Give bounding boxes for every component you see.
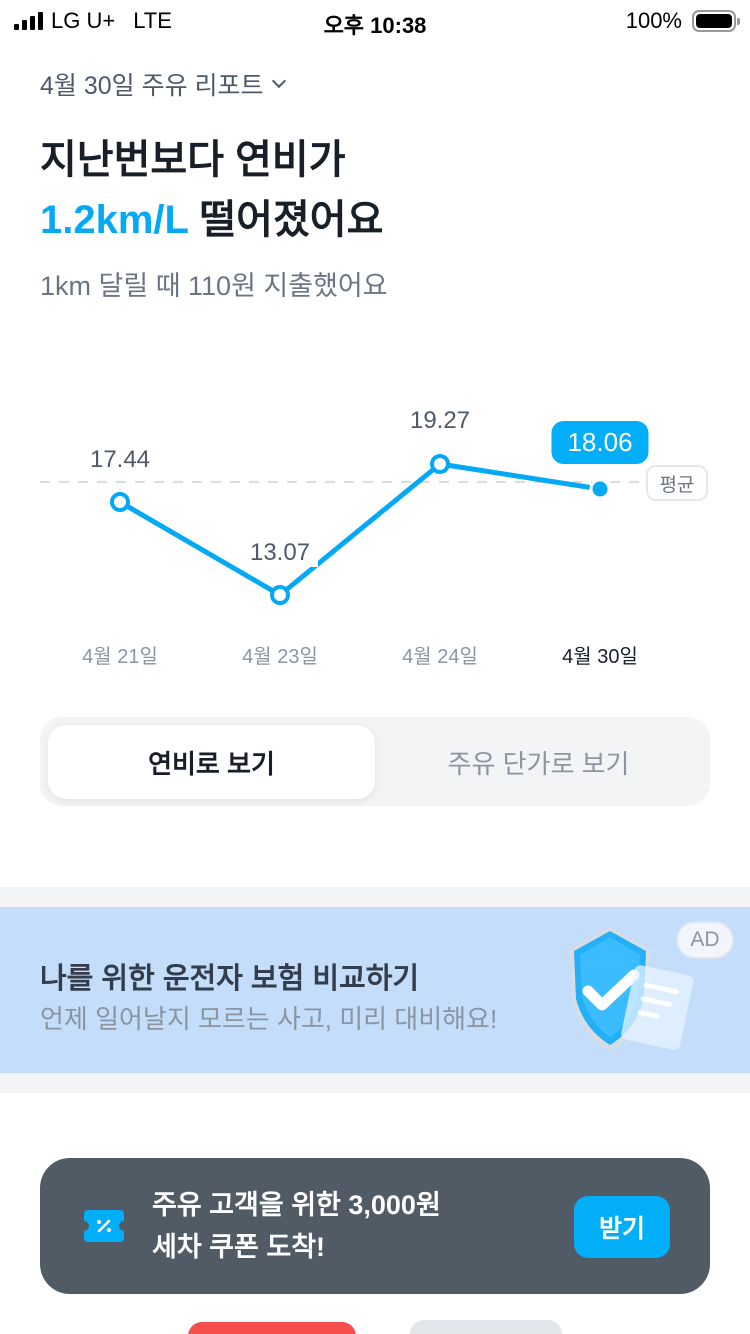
status-right: 100% xyxy=(625,8,740,34)
bottom-action-button-secondary[interactable] xyxy=(410,1320,562,1334)
insurance-ad-banner[interactable]: 나를 위한 운전자 보험 비교하기 언제 일어날지 모르는 사고, 미리 대비해… xyxy=(0,907,750,1073)
receive-coupon-button[interactable]: 받기 xyxy=(574,1196,670,1258)
data-point-selected[interactable] xyxy=(589,478,611,500)
chevron-down-icon xyxy=(271,73,286,89)
ad-subtitle: 언제 일어날지 모르는 사고, 미리 대비해요! xyxy=(40,1004,498,1034)
section-divider xyxy=(0,1073,750,1093)
x-axis-label[interactable]: 4월 21일 xyxy=(82,646,158,668)
shield-check-document-icon xyxy=(570,927,694,1051)
headline-line-1: 지난번보다 연비가 xyxy=(40,138,346,182)
value-label: 13.07 xyxy=(241,539,319,567)
coupon-line-2: 세차 쿠폰 도착! xyxy=(152,1232,326,1262)
report-selector-label: 4월 30일 주유 리포트 xyxy=(40,72,264,100)
data-point[interactable] xyxy=(430,454,450,474)
signal-icon xyxy=(14,12,43,30)
headline-line-2-rest: 떨어졌어요 xyxy=(188,198,384,242)
ad-title: 나를 위한 운전자 보험 비교하기 xyxy=(40,963,420,995)
average-tag: 평균 xyxy=(646,465,708,501)
page-headline: 지난번보다 연비가 1.2km/L 떨어졌어요 xyxy=(40,130,383,250)
battery-icon xyxy=(692,10,740,32)
data-line xyxy=(117,461,603,598)
ad-badge: AD xyxy=(676,921,734,959)
fuel-efficiency-chart: 17.44 13.07 19.27 18.06 평균 4월 21일 4월 23일… xyxy=(0,380,750,680)
tab-efficiency-view[interactable]: 연비로 보기 xyxy=(48,725,375,799)
bottom-action-button-primary[interactable] xyxy=(188,1322,356,1334)
battery-percent: 100% xyxy=(625,8,682,33)
car-wash-coupon-card[interactable]: 주유 고객을 위한 3,000원 세차 쿠폰 도착! 받기 xyxy=(40,1158,710,1294)
status-time: 오후 10:38 xyxy=(323,13,427,38)
value-label: 17.44 xyxy=(81,446,159,474)
efficiency-change-value: 1.2km/L xyxy=(40,198,189,242)
coupon-message: 주유 고객을 위한 3,000원 세차 쿠폰 도착! xyxy=(152,1184,441,1268)
x-axis-label[interactable]: 4월 24일 xyxy=(402,646,478,668)
network-label: LTE xyxy=(133,8,172,33)
x-axis-label-selected[interactable]: 4월 30일 xyxy=(562,646,638,668)
selected-value-tooltip: 18.06 xyxy=(551,421,649,464)
headline-line-2: 1.2km/L 떨어졌어요 xyxy=(40,190,383,250)
data-point[interactable] xyxy=(270,585,290,605)
chart-svg xyxy=(40,454,640,605)
coupon-percent-icon xyxy=(84,1210,124,1242)
x-axis-label[interactable]: 4월 23일 xyxy=(242,646,318,668)
view-toggle: 연비로 보기 주유 단가로 보기 xyxy=(40,717,710,806)
data-point[interactable] xyxy=(110,492,130,512)
status-bar: LG U+ LTE 오후 10:38 100% xyxy=(0,0,750,42)
status-left: LG U+ LTE xyxy=(14,8,172,34)
carrier-label: LG U+ xyxy=(51,8,116,33)
coupon-line-1: 주유 고객을 위한 3,000원 xyxy=(152,1190,441,1220)
value-label: 19.27 xyxy=(409,407,471,434)
report-date-selector[interactable]: 4월 30일 주유 리포트 xyxy=(40,66,286,102)
tab-unit-price-view[interactable]: 주유 단가로 보기 xyxy=(447,748,630,779)
section-divider xyxy=(0,887,750,907)
cost-per-km-text: 1km 달릴 때 110원 지출했어요 xyxy=(40,271,388,301)
